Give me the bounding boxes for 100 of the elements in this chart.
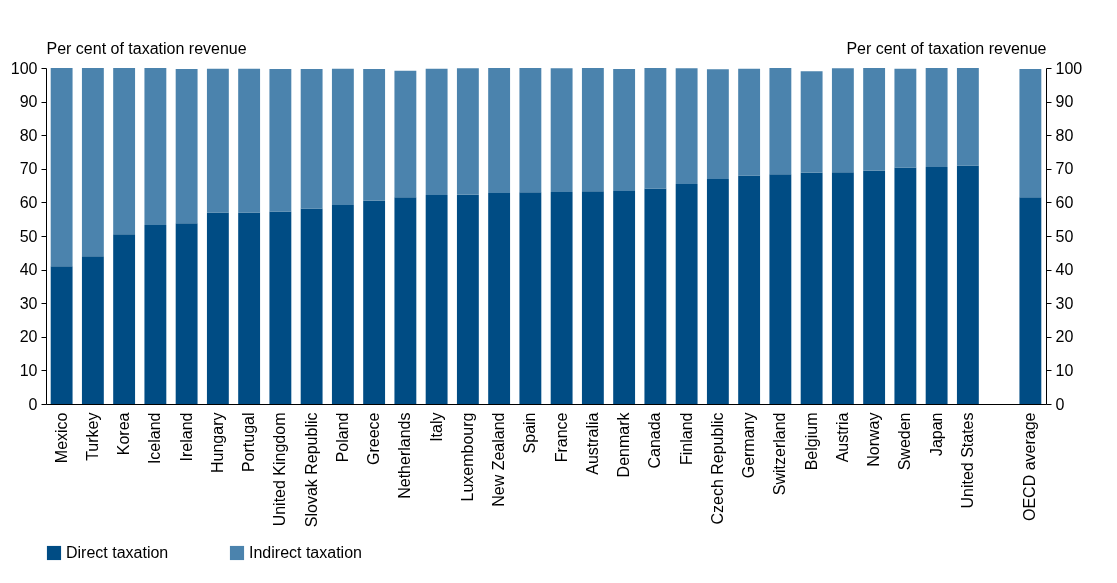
bar xyxy=(644,188,667,404)
bar xyxy=(550,68,573,192)
y2-tick-label: 20 xyxy=(1055,328,1074,346)
y2-tick-label: 50 xyxy=(1055,227,1074,245)
y2-tick-label: 0 xyxy=(1055,395,1065,413)
x-tick-label: Japan xyxy=(927,412,945,457)
bar xyxy=(613,190,636,404)
bar xyxy=(706,69,729,179)
x-tick-label: Sweden xyxy=(896,412,914,471)
bar xyxy=(581,191,604,404)
bar xyxy=(925,167,948,404)
y2-tick-label: 40 xyxy=(1055,261,1074,279)
bar xyxy=(331,205,354,404)
bar xyxy=(644,68,667,189)
x-tick-label: Australia xyxy=(583,412,601,475)
bar xyxy=(800,71,823,173)
bar xyxy=(738,175,761,404)
bar xyxy=(519,192,542,404)
bar xyxy=(456,68,479,195)
bar xyxy=(269,211,292,404)
bar xyxy=(238,212,261,404)
bar xyxy=(863,170,886,404)
bar xyxy=(363,200,386,404)
x-tick-label: Canada xyxy=(646,412,664,469)
x-tick-label: Luxembourg xyxy=(458,412,476,502)
bar xyxy=(706,178,729,404)
y-tick-label: 50 xyxy=(19,227,38,245)
y-tick-label: 10 xyxy=(19,361,38,379)
y-tick-label: 90 xyxy=(19,93,38,111)
bar xyxy=(800,172,823,404)
bar xyxy=(206,68,229,213)
bar xyxy=(394,70,417,198)
x-tick-label: Mexico xyxy=(52,412,70,464)
bar xyxy=(300,69,323,209)
bar xyxy=(206,212,229,404)
bar xyxy=(175,69,198,224)
bar xyxy=(769,68,792,175)
bar xyxy=(81,256,104,404)
x-tick-label: Poland xyxy=(333,412,351,463)
x-tick-label: Czech Republic xyxy=(708,412,726,525)
bar xyxy=(863,68,886,171)
bar xyxy=(675,183,698,404)
bar xyxy=(550,191,573,404)
bar xyxy=(925,68,948,168)
x-tick-label: Ireland xyxy=(177,412,195,462)
x-tick-label: Hungary xyxy=(208,412,226,473)
bar xyxy=(394,197,417,404)
bar xyxy=(144,224,167,404)
bar xyxy=(1019,69,1042,198)
bar xyxy=(363,69,386,201)
y2-tick-label: 100 xyxy=(1055,59,1083,77)
y2-axis-title: Per cent of taxation revenue xyxy=(846,39,1047,57)
bar xyxy=(894,68,917,168)
y-tick-label: 80 xyxy=(19,126,38,144)
y2-tick-label: 90 xyxy=(1055,93,1074,111)
x-tick-label: Italy xyxy=(427,412,445,442)
x-tick-label: United Kingdom xyxy=(271,412,289,527)
x-tick-label: Netherlands xyxy=(396,412,414,499)
x-tick-label: Switzerland xyxy=(771,412,789,496)
bar xyxy=(769,174,792,404)
y2-tick-label: 70 xyxy=(1055,160,1074,178)
x-tick-label: Spain xyxy=(521,412,539,454)
bar xyxy=(488,68,511,193)
bar xyxy=(238,68,261,213)
y-tick-label: 40 xyxy=(19,261,38,279)
y-tick-label: 20 xyxy=(19,328,38,346)
x-tick-label: Greece xyxy=(365,412,383,465)
y-tick-label: 0 xyxy=(28,395,38,413)
bar xyxy=(50,68,73,267)
bar xyxy=(113,68,136,235)
bar xyxy=(50,266,73,404)
x-tick-label: Belgium xyxy=(802,412,820,471)
bar xyxy=(488,192,511,404)
legend-label: Indirect taxation xyxy=(249,544,362,561)
x-tick-label: Slovak Republic xyxy=(302,412,320,528)
bar xyxy=(831,68,854,173)
x-tick-label: New Zealand xyxy=(490,412,508,507)
bar xyxy=(581,68,604,192)
x-tick-label: Korea xyxy=(115,412,133,456)
y-axis-title: Per cent of taxation revenue xyxy=(46,39,247,57)
x-tick-label: Germany xyxy=(740,412,758,479)
y2-tick-label: 80 xyxy=(1055,126,1074,144)
bar xyxy=(894,167,917,404)
bar xyxy=(300,208,323,404)
x-tick-label: Norway xyxy=(865,412,883,467)
bar xyxy=(956,165,979,404)
y2-tick-label: 10 xyxy=(1055,361,1074,379)
bar xyxy=(1019,197,1042,404)
bar xyxy=(331,68,354,206)
bar xyxy=(425,195,448,404)
x-tick-label: Turkey xyxy=(83,412,101,461)
x-tick-label: Denmark xyxy=(615,411,633,478)
bar xyxy=(269,69,292,212)
x-tick-label: Austria xyxy=(833,412,851,463)
bar xyxy=(738,68,761,176)
y-tick-label: 30 xyxy=(19,294,38,312)
bar xyxy=(144,68,167,225)
y-tick-label: 60 xyxy=(19,193,38,211)
bar xyxy=(425,68,448,196)
y2-tick-label: 30 xyxy=(1055,294,1074,312)
